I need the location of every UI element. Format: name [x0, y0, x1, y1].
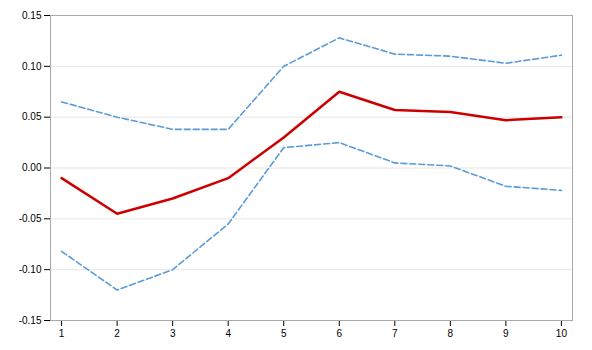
svg-text:-0.10: -0.10 [19, 264, 42, 275]
svg-text:5: 5 [281, 328, 287, 339]
svg-text:0.00: 0.00 [22, 162, 42, 173]
svg-text:9: 9 [503, 328, 509, 339]
svg-text:7: 7 [392, 328, 398, 339]
svg-text:8: 8 [448, 328, 454, 339]
svg-text:0.15: 0.15 [22, 10, 42, 21]
svg-text:6: 6 [336, 328, 342, 339]
svg-text:10: 10 [556, 328, 568, 339]
svg-text:0.05: 0.05 [22, 111, 42, 122]
svg-text:0.10: 0.10 [22, 61, 42, 72]
svg-text:2: 2 [114, 328, 120, 339]
svg-text:-0.05: -0.05 [19, 213, 42, 224]
svg-text:1: 1 [59, 328, 65, 339]
svg-text:3: 3 [170, 328, 176, 339]
svg-text:-0.15: -0.15 [19, 315, 42, 326]
svg-text:4: 4 [225, 328, 231, 339]
